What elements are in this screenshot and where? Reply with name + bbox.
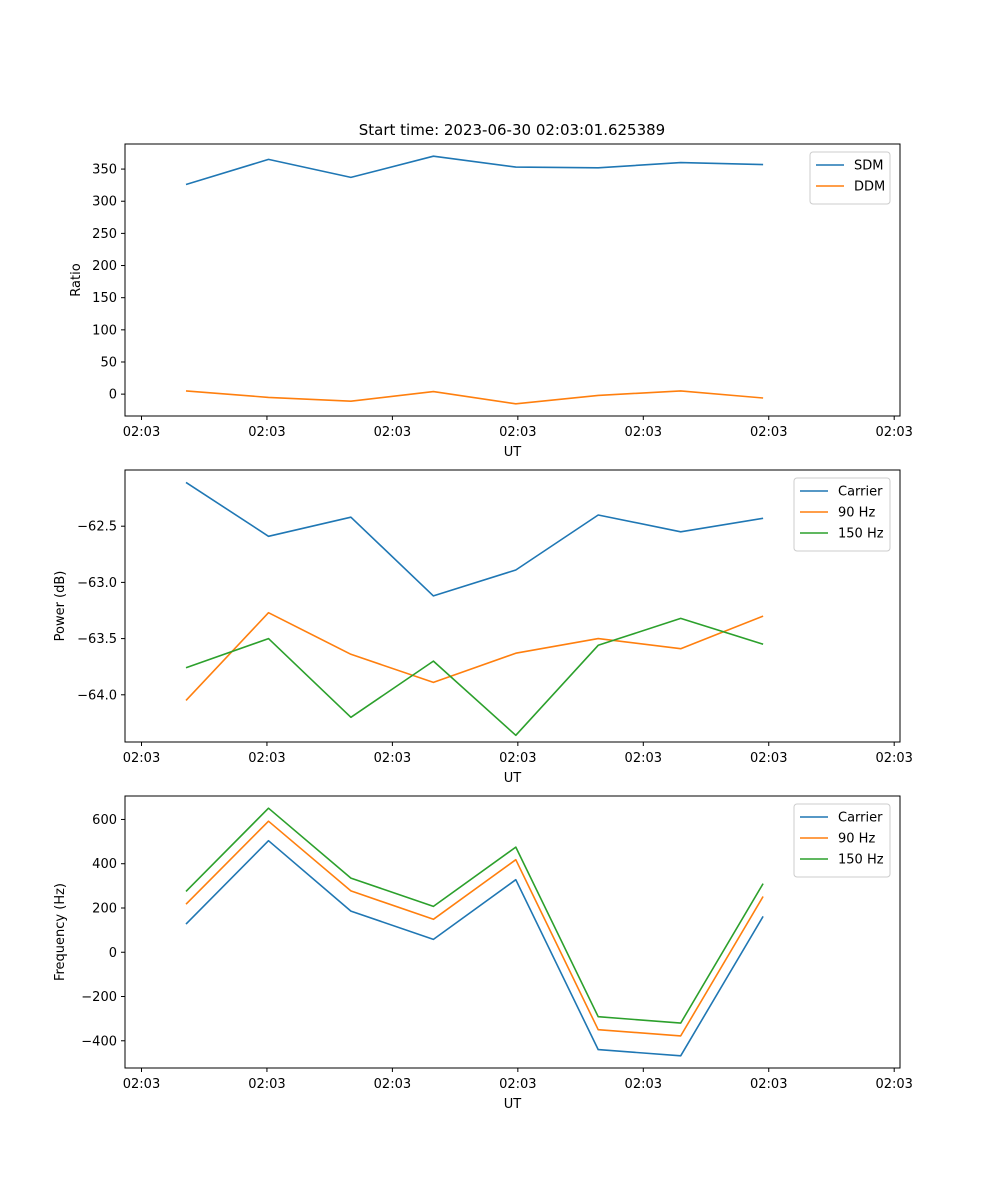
x-tick-label: 02:03 [499, 751, 536, 766]
y-axis-label: Frequency (Hz) [53, 883, 68, 981]
y-tick-label: −200 [81, 990, 117, 1005]
x-tick-label: 02:03 [374, 751, 411, 766]
legend-label: DDM [854, 180, 885, 195]
x-tick-label: 02:03 [123, 425, 160, 440]
x-tick-label: 02:03 [750, 425, 787, 440]
series-line-carrier [185, 839, 764, 1057]
x-tick-label: 02:03 [374, 1077, 411, 1092]
axes-frame [124, 795, 901, 1069]
y-tick-label: 0 [109, 388, 117, 403]
y-tick-label: 400 [92, 857, 117, 872]
figure-title: Start time: 2023-06-30 02:03:01.625389 [359, 121, 665, 139]
series-line-150-hz [185, 807, 764, 1024]
y-tick-label: −64.0 [77, 688, 117, 703]
y-tick-label: 300 [92, 195, 117, 210]
legend-label: 150 Hz [838, 527, 884, 542]
x-tick-label: 02:03 [750, 1077, 787, 1092]
legend-label: Carrier [838, 485, 883, 500]
y-tick-label: −63.0 [77, 576, 117, 591]
x-tick-label: 02:03 [248, 1077, 285, 1092]
x-tick-label: 02:03 [875, 1077, 912, 1092]
x-tick-label: 02:03 [750, 751, 787, 766]
x-tick-label: 02:03 [875, 425, 912, 440]
series-line-sdm [185, 155, 764, 186]
x-tick-label: 02:03 [625, 1077, 662, 1092]
x-tick-label: 02:03 [625, 425, 662, 440]
y-tick-label: 350 [92, 163, 117, 178]
y-tick-label: 100 [92, 323, 117, 338]
y-tick-label: 250 [92, 227, 117, 242]
y-tick-label: −63.5 [77, 632, 117, 647]
series-line-90-hz [185, 820, 764, 1037]
legend-label: 150 Hz [838, 853, 884, 868]
panel-2: 02:0302:0302:0302:0302:0302:0302:0302:04… [53, 469, 913, 786]
y-tick-label: 200 [92, 901, 117, 916]
y-tick-label: 200 [92, 259, 117, 274]
y-axis-label: Power (dB) [53, 571, 68, 642]
panel-1: 02:0302:0302:0302:0302:0302:0302:0302:04… [69, 143, 913, 460]
legend: Carrier 90 Hz 150 Hz [793, 477, 891, 552]
legend-label: Carrier [838, 811, 883, 826]
legend-label: 90 Hz [838, 506, 875, 521]
series-line-150-hz [185, 617, 764, 737]
legend: SDM DDM [809, 151, 891, 205]
y-tick-label: 0 [109, 946, 117, 961]
x-axis-label: UT [504, 771, 522, 786]
x-tick-label: 02:03 [499, 425, 536, 440]
series-line-ddm [185, 390, 764, 405]
y-tick-label: −62.5 [77, 520, 117, 535]
y-tick-label: 50 [100, 355, 117, 370]
panel-3: 02:0302:0302:0302:0302:0302:0302:0302:04… [53, 795, 913, 1112]
legend-label: SDM [854, 159, 883, 174]
legend: Carrier 90 Hz 150 Hz [793, 803, 891, 878]
x-axis-label: UT [504, 445, 522, 460]
x-tick-label: 02:03 [499, 1077, 536, 1092]
legend-label: 90 Hz [838, 832, 875, 847]
axes-frame [124, 143, 901, 417]
y-tick-label: −400 [81, 1034, 117, 1049]
y-tick-label: 600 [92, 813, 117, 828]
x-axis-label: UT [504, 1097, 522, 1112]
y-axis-label: Ratio [69, 263, 84, 296]
x-tick-label: 02:03 [374, 425, 411, 440]
axes-frame [124, 469, 901, 743]
x-tick-label: 02:03 [625, 751, 662, 766]
series-line-90-hz [185, 611, 764, 701]
x-tick-label: 02:03 [248, 751, 285, 766]
x-tick-label: 02:03 [123, 751, 160, 766]
x-tick-label: 02:03 [875, 751, 912, 766]
chart-panels: 02:0302:0302:0302:0302:0302:0302:0302:04… [53, 143, 913, 1112]
x-tick-label: 02:03 [248, 425, 285, 440]
series-line-carrier [185, 481, 764, 597]
y-tick-label: 150 [92, 291, 117, 306]
x-tick-label: 02:03 [123, 1077, 160, 1092]
